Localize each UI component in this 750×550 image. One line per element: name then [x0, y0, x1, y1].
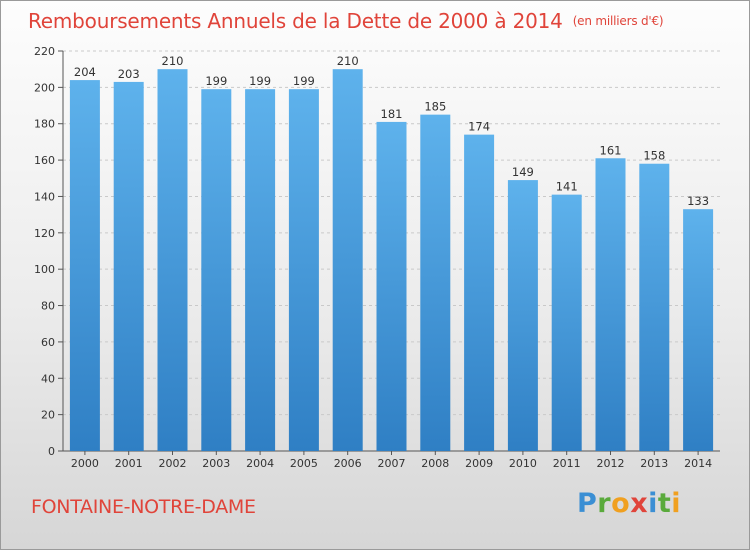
- data-label-2014: 133: [687, 194, 709, 208]
- xtick-label-2004: 2004: [246, 457, 274, 470]
- xtick-label-2008: 2008: [421, 457, 449, 470]
- labels: 204 2000 203 2001 210 2002 199 2003 199 2004 199 20…: [71, 54, 712, 470]
- bar-2006: [332, 69, 363, 451]
- bar-2009: [464, 134, 495, 452]
- data-label-2007: 181: [381, 107, 403, 121]
- bar-2003: [201, 89, 232, 451]
- xtick-label-2013: 2013: [640, 457, 668, 470]
- bar-2002: [157, 69, 188, 451]
- xtick-label-2006: 2006: [334, 457, 362, 470]
- ytick-label-220: 220: [34, 45, 55, 58]
- xtick-label-2001: 2001: [115, 457, 143, 470]
- chart-title: Remboursements Annuels de la Dette de 20…: [28, 9, 664, 33]
- xtick-label-2010: 2010: [509, 457, 537, 470]
- bar-2001: [113, 81, 144, 451]
- bars: [69, 69, 714, 452]
- data-label-2002: 210: [162, 54, 184, 68]
- chart-unit-note: (en milliers d'€): [572, 14, 664, 28]
- data-label-2010: 149: [512, 165, 534, 179]
- data-label-2012: 161: [600, 143, 622, 157]
- ytick-label-140: 140: [34, 190, 55, 203]
- proxiti-logo[interactable]: Proxiti: [577, 488, 682, 519]
- bar-2000: [69, 80, 100, 451]
- data-label-2005: 199: [293, 74, 315, 88]
- data-label-2008: 185: [424, 100, 446, 114]
- chart-title-text: Remboursements Annuels de la Dette de 20…: [28, 9, 563, 33]
- data-label-2004: 199: [249, 74, 271, 88]
- ytick-label-40: 40: [41, 372, 55, 385]
- xtick-label-2000: 2000: [71, 457, 99, 470]
- ytick-label-180: 180: [34, 118, 55, 131]
- commune-name: FONTAINE-NOTRE-DAME: [31, 496, 256, 518]
- ytick-label-100: 100: [34, 263, 55, 276]
- ytick-label-160: 160: [34, 154, 55, 167]
- xtick-label-2002: 2002: [159, 457, 187, 470]
- bar-2013: [639, 163, 670, 451]
- bar-2012: [595, 158, 626, 452]
- bar-2008: [420, 114, 451, 452]
- ytick-label-60: 60: [41, 336, 55, 349]
- xtick-label-2007: 2007: [378, 457, 406, 470]
- ytick-label-120: 120: [34, 227, 55, 240]
- data-label-2013: 158: [643, 149, 665, 163]
- bar-2010: [507, 180, 538, 451]
- bar-2014: [683, 209, 714, 451]
- bar-2005: [288, 89, 319, 451]
- xtick-label-2014: 2014: [684, 457, 712, 470]
- ytick-label-200: 200: [34, 81, 55, 94]
- xtick-label-2003: 2003: [202, 457, 230, 470]
- xtick-label-2009: 2009: [465, 457, 493, 470]
- xtick-label-2005: 2005: [290, 457, 318, 470]
- ytick-label-20: 20: [41, 409, 55, 422]
- data-label-2011: 141: [556, 180, 578, 194]
- data-label-2001: 203: [118, 67, 140, 81]
- bar-2011: [551, 194, 582, 452]
- data-label-2006: 210: [337, 54, 359, 68]
- ytick-label-0: 0: [48, 445, 55, 458]
- data-label-2003: 199: [205, 74, 227, 88]
- xtick-label-2011: 2011: [553, 457, 581, 470]
- ytick-label-80: 80: [41, 300, 55, 313]
- xtick-label-2012: 2012: [597, 457, 625, 470]
- data-label-2009: 174: [468, 120, 490, 134]
- data-label-2000: 204: [74, 65, 96, 79]
- bar-2007: [376, 121, 407, 451]
- bar-2004: [245, 89, 276, 451]
